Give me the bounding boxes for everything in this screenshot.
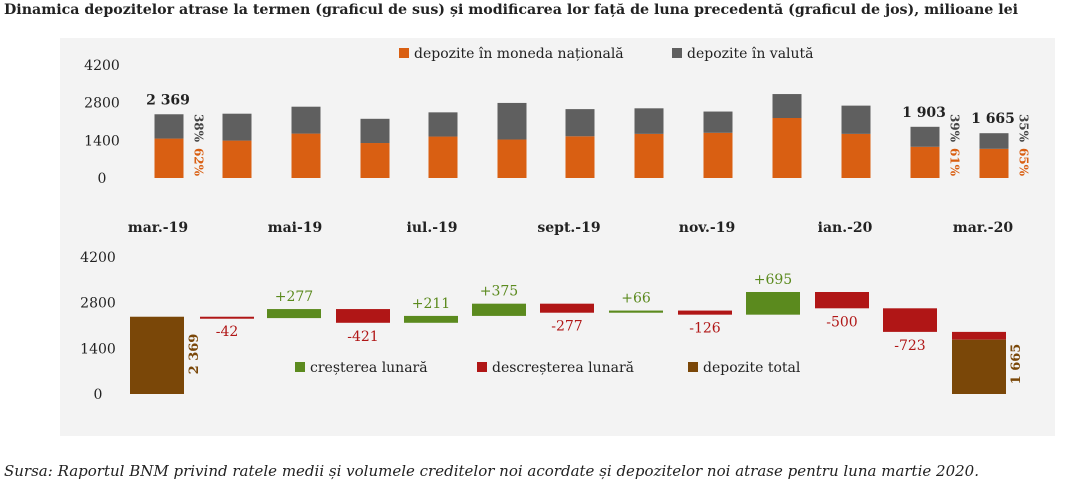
top-bar-foreign [154,114,184,139]
top-national-share-label: 65% [1017,148,1031,177]
top-x-tick-label: mar.-20 [953,220,1013,236]
bottom-y-tick-label: 0 [94,387,103,403]
chart-panel [60,38,1055,436]
legend-swatch-foreign [672,48,682,58]
waterfall-change-label: +375 [480,284,518,300]
top-bar-national [497,139,527,178]
waterfall-start-total-bar [130,316,184,394]
waterfall-increase-bar [404,315,458,323]
waterfall-decrease-bar [678,310,732,315]
waterfall-decrease-bar [952,331,1006,340]
waterfall-increase-bar [472,303,526,316]
waterfall-decrease-bar [540,303,594,313]
waterfall-decrease-bar [883,308,937,332]
waterfall-change-label: -42 [216,324,239,340]
waterfall-change-label: -421 [347,329,378,345]
top-bar-national [428,136,458,178]
top-bar-national [703,132,733,178]
waterfall-change-label: +66 [621,291,651,307]
top-bar-foreign [565,109,595,137]
waterfall-change-label: -277 [551,319,582,335]
legend-label-national: depozite în moneda națională [414,46,624,62]
top-foreign-share-label: 39% [948,114,962,143]
top-foreign-share-label: 35% [1017,114,1031,143]
top-bar-foreign [772,94,802,119]
legend-label: descreșterea lunară [492,360,634,376]
top-bar-national [772,118,802,178]
top-y-tick-label: 4200 [84,58,120,74]
top-x-tick-label: ian.-20 [818,220,873,236]
top-bar-foreign [841,105,871,134]
top-national-share-label: 62% [192,148,206,177]
waterfall-decrease-bar [815,292,869,309]
waterfall-increase-bar [609,310,663,313]
waterfall-change-label: -500 [826,314,857,330]
top-total-label: 1 903 [902,105,946,121]
legend-label: creșterea lunară [310,360,428,376]
top-foreign-share-label: 38% [192,114,206,143]
top-bar-national [291,133,321,178]
legend-label: depozite total [703,360,801,376]
legend-swatch-total [688,362,698,372]
top-bar-foreign [360,118,390,144]
top-bar-national [979,148,1009,178]
top-bar-foreign [291,106,321,134]
top-y-tick-label: 2800 [84,96,120,112]
waterfall-increase-bar [746,292,800,315]
top-bar-foreign [497,102,527,140]
legend-swatch-increase [295,362,305,372]
top-bar-national [565,136,595,178]
waterfall-decrease-bar [336,309,390,323]
top-bar-foreign [428,112,458,137]
legend-label-foreign: depozite în valută [687,46,814,62]
top-bar-national [841,133,871,178]
waterfall-decrease-bar [200,316,254,319]
bottom-y-tick-label: 2800 [80,296,116,312]
top-bar-national [910,146,940,178]
waterfall-change-label: +277 [275,289,313,305]
bottom-y-tick-label: 1400 [80,341,116,357]
bottom-y-tick-label: 4200 [80,250,116,266]
top-national-share-label: 61% [948,148,962,177]
waterfall-change-label: -723 [894,338,925,354]
top-bar-foreign [979,133,1009,149]
top-x-tick-label: nov.-19 [679,220,735,236]
top-bar-national [360,143,390,178]
legend-swatch-national [399,48,409,58]
top-bar-national [222,140,252,178]
top-bar-national [634,133,664,178]
top-y-tick-label: 0 [98,171,107,187]
top-x-tick-label: mai-19 [268,220,323,236]
waterfall-increase-bar [267,309,321,319]
waterfall-change-label: +211 [412,296,450,312]
top-y-tick-label: 1400 [84,133,120,149]
waterfall-change-label: -126 [689,321,721,337]
source-note: Sursa: Raportul BNM privind ratele medii… [4,462,979,480]
waterfall-change-label: +695 [754,272,792,288]
top-bar-foreign [703,111,733,133]
waterfall-end-total-bar [952,339,1006,394]
top-total-label: 1 665 [971,111,1015,127]
top-bar-foreign [634,108,664,134]
top-x-tick-label: sept.-19 [537,220,600,236]
top-bar-foreign [910,126,940,147]
top-bar-foreign [222,113,252,141]
top-bar-national [154,138,184,178]
top-x-tick-label: iul.-19 [407,220,458,236]
waterfall-start-total-label: 2 369 [187,334,202,375]
waterfall-end-total-label: 1 665 [1009,344,1024,385]
legend-swatch-decrease [477,362,487,372]
top-x-tick-label: mar.-19 [128,220,188,236]
top-total-label: 2 369 [146,92,190,108]
chart-title: Dinamica depozitelor atrase la termen (g… [4,2,1019,18]
